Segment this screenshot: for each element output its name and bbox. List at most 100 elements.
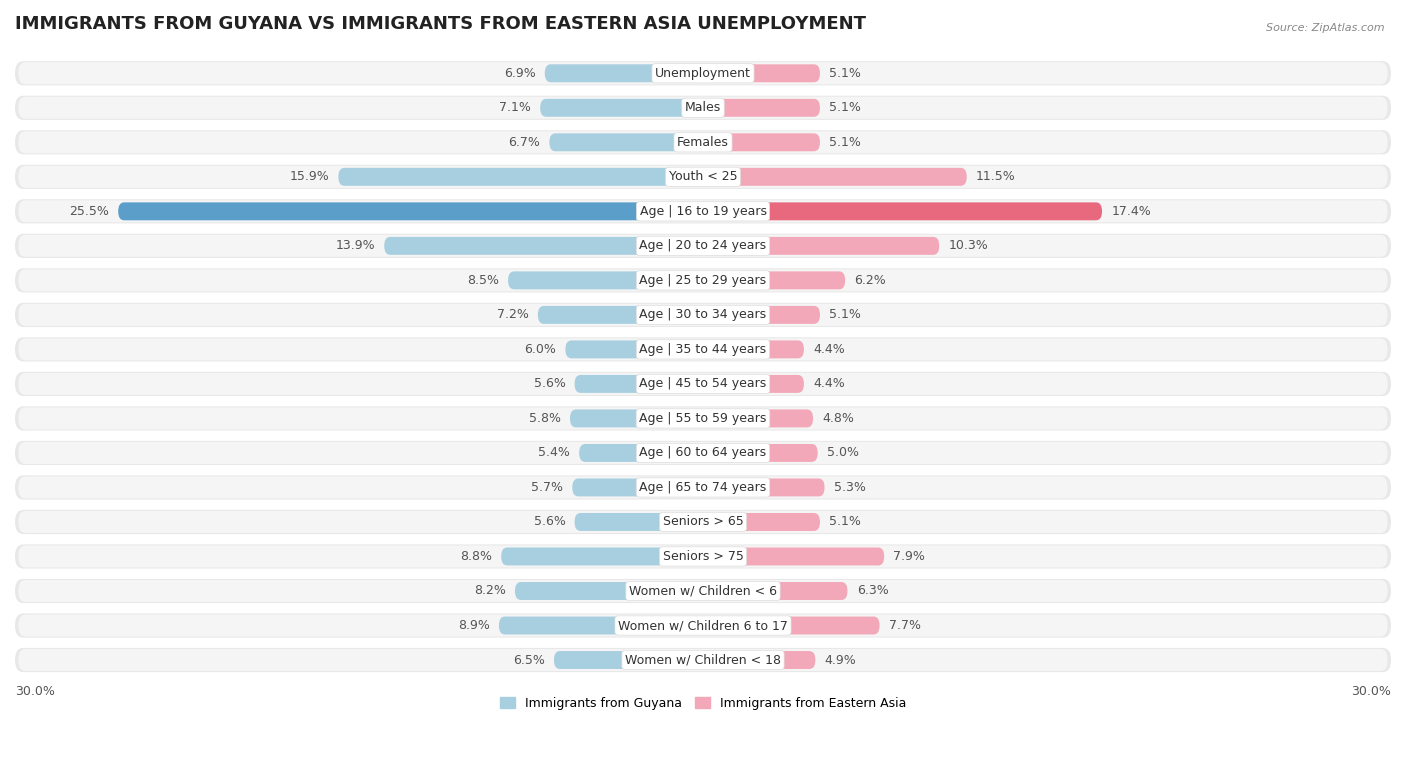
Text: Females: Females xyxy=(678,136,728,149)
Text: Source: ZipAtlas.com: Source: ZipAtlas.com xyxy=(1267,23,1385,33)
Text: 5.7%: 5.7% xyxy=(531,481,564,494)
FancyBboxPatch shape xyxy=(15,441,1391,465)
FancyBboxPatch shape xyxy=(15,130,1391,154)
FancyBboxPatch shape xyxy=(15,303,1391,327)
Text: Age | 35 to 44 years: Age | 35 to 44 years xyxy=(640,343,766,356)
FancyBboxPatch shape xyxy=(15,338,1391,362)
Text: Women w/ Children < 6: Women w/ Children < 6 xyxy=(628,584,778,597)
FancyBboxPatch shape xyxy=(18,304,1388,326)
Text: 6.2%: 6.2% xyxy=(855,274,886,287)
Text: 5.1%: 5.1% xyxy=(830,67,860,79)
FancyBboxPatch shape xyxy=(18,407,1388,429)
Text: 7.9%: 7.9% xyxy=(893,550,925,563)
Text: 13.9%: 13.9% xyxy=(336,239,375,252)
FancyBboxPatch shape xyxy=(703,202,1102,220)
Text: 4.4%: 4.4% xyxy=(813,343,845,356)
FancyBboxPatch shape xyxy=(703,444,818,462)
Text: 4.9%: 4.9% xyxy=(824,653,856,666)
Text: Age | 60 to 64 years: Age | 60 to 64 years xyxy=(640,447,766,459)
FancyBboxPatch shape xyxy=(339,168,703,185)
Text: 7.2%: 7.2% xyxy=(496,308,529,322)
FancyBboxPatch shape xyxy=(540,99,703,117)
Text: 7.1%: 7.1% xyxy=(499,101,531,114)
FancyBboxPatch shape xyxy=(499,616,703,634)
Text: Age | 20 to 24 years: Age | 20 to 24 years xyxy=(640,239,766,252)
FancyBboxPatch shape xyxy=(703,375,804,393)
Text: 5.6%: 5.6% xyxy=(533,378,565,391)
Text: Age | 55 to 59 years: Age | 55 to 59 years xyxy=(640,412,766,425)
Text: 15.9%: 15.9% xyxy=(290,170,329,183)
FancyBboxPatch shape xyxy=(703,651,815,669)
FancyBboxPatch shape xyxy=(538,306,703,324)
Text: Age | 30 to 34 years: Age | 30 to 34 years xyxy=(640,308,766,322)
Text: 5.1%: 5.1% xyxy=(830,136,860,149)
FancyBboxPatch shape xyxy=(515,582,703,600)
FancyBboxPatch shape xyxy=(18,476,1388,499)
FancyBboxPatch shape xyxy=(18,511,1388,533)
FancyBboxPatch shape xyxy=(569,410,703,428)
FancyBboxPatch shape xyxy=(703,237,939,255)
FancyBboxPatch shape xyxy=(118,202,703,220)
FancyBboxPatch shape xyxy=(508,272,703,289)
FancyBboxPatch shape xyxy=(15,234,1391,258)
FancyBboxPatch shape xyxy=(544,64,703,83)
Text: 17.4%: 17.4% xyxy=(1111,205,1152,218)
Text: 8.5%: 8.5% xyxy=(467,274,499,287)
FancyBboxPatch shape xyxy=(18,62,1388,84)
FancyBboxPatch shape xyxy=(572,478,703,497)
FancyBboxPatch shape xyxy=(18,131,1388,154)
Text: 6.9%: 6.9% xyxy=(503,67,536,79)
Text: 10.3%: 10.3% xyxy=(949,239,988,252)
FancyBboxPatch shape xyxy=(15,95,1391,120)
FancyBboxPatch shape xyxy=(15,613,1391,637)
FancyBboxPatch shape xyxy=(18,97,1388,119)
FancyBboxPatch shape xyxy=(18,442,1388,464)
FancyBboxPatch shape xyxy=(18,166,1388,188)
FancyBboxPatch shape xyxy=(15,544,1391,569)
Text: Women w/ Children 6 to 17: Women w/ Children 6 to 17 xyxy=(619,619,787,632)
FancyBboxPatch shape xyxy=(18,615,1388,637)
Text: 8.8%: 8.8% xyxy=(460,550,492,563)
Text: Males: Males xyxy=(685,101,721,114)
FancyBboxPatch shape xyxy=(15,510,1391,534)
FancyBboxPatch shape xyxy=(703,410,813,428)
Text: Youth < 25: Youth < 25 xyxy=(669,170,737,183)
Text: 8.2%: 8.2% xyxy=(474,584,506,597)
Text: Age | 25 to 29 years: Age | 25 to 29 years xyxy=(640,274,766,287)
Text: 5.1%: 5.1% xyxy=(830,308,860,322)
FancyBboxPatch shape xyxy=(703,582,848,600)
Text: 6.0%: 6.0% xyxy=(524,343,557,356)
Text: 5.3%: 5.3% xyxy=(834,481,866,494)
Text: 4.8%: 4.8% xyxy=(823,412,853,425)
FancyBboxPatch shape xyxy=(703,547,884,565)
Text: 6.7%: 6.7% xyxy=(509,136,540,149)
Text: 5.6%: 5.6% xyxy=(533,516,565,528)
FancyBboxPatch shape xyxy=(703,616,880,634)
FancyBboxPatch shape xyxy=(18,373,1388,395)
FancyBboxPatch shape xyxy=(703,133,820,151)
Text: 6.3%: 6.3% xyxy=(856,584,889,597)
FancyBboxPatch shape xyxy=(703,478,824,497)
FancyBboxPatch shape xyxy=(703,272,845,289)
FancyBboxPatch shape xyxy=(18,546,1388,568)
Text: Seniors > 75: Seniors > 75 xyxy=(662,550,744,563)
FancyBboxPatch shape xyxy=(18,201,1388,223)
Text: Women w/ Children < 18: Women w/ Children < 18 xyxy=(626,653,780,666)
FancyBboxPatch shape xyxy=(15,61,1391,86)
Text: 5.8%: 5.8% xyxy=(529,412,561,425)
FancyBboxPatch shape xyxy=(15,199,1391,223)
FancyBboxPatch shape xyxy=(384,237,703,255)
Text: 5.1%: 5.1% xyxy=(830,101,860,114)
Text: 5.0%: 5.0% xyxy=(827,447,859,459)
FancyBboxPatch shape xyxy=(575,375,703,393)
Legend: Immigrants from Guyana, Immigrants from Eastern Asia: Immigrants from Guyana, Immigrants from … xyxy=(495,692,911,715)
FancyBboxPatch shape xyxy=(703,168,967,185)
Text: 6.5%: 6.5% xyxy=(513,653,544,666)
Text: Seniors > 65: Seniors > 65 xyxy=(662,516,744,528)
FancyBboxPatch shape xyxy=(18,338,1388,360)
Text: 30.0%: 30.0% xyxy=(1351,685,1391,698)
Text: 30.0%: 30.0% xyxy=(15,685,55,698)
Text: 11.5%: 11.5% xyxy=(976,170,1015,183)
Text: Unemployment: Unemployment xyxy=(655,67,751,79)
FancyBboxPatch shape xyxy=(15,475,1391,500)
